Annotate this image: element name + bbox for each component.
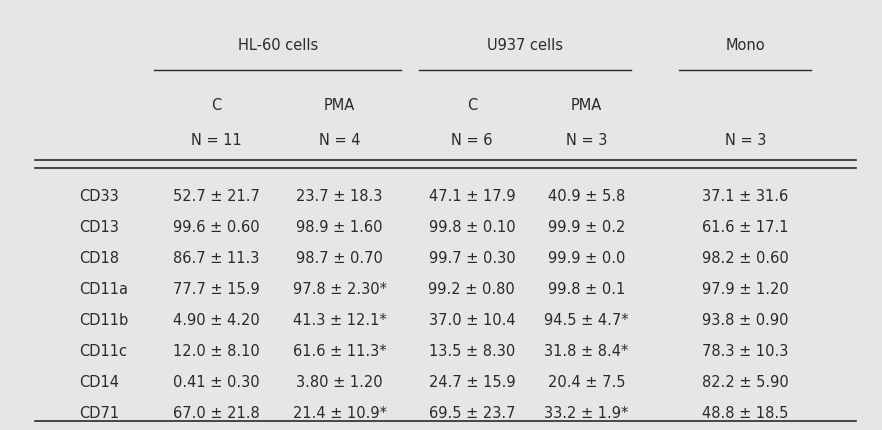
Text: Mono: Mono xyxy=(726,38,765,52)
Text: 97.8 ± 2.30*: 97.8 ± 2.30* xyxy=(293,281,386,296)
Text: 99.9 ± 0.2: 99.9 ± 0.2 xyxy=(548,219,625,234)
Text: CD11c: CD11c xyxy=(79,343,127,358)
Text: 21.4 ± 10.9*: 21.4 ± 10.9* xyxy=(293,405,386,420)
Text: 33.2 ± 1.9*: 33.2 ± 1.9* xyxy=(544,405,629,420)
Text: N = 11: N = 11 xyxy=(191,132,242,147)
Text: 41.3 ± 12.1*: 41.3 ± 12.1* xyxy=(293,312,386,327)
Text: 37.1 ± 31.6: 37.1 ± 31.6 xyxy=(702,188,789,203)
Text: 13.5 ± 8.30: 13.5 ± 8.30 xyxy=(429,343,515,358)
Text: 99.8 ± 0.10: 99.8 ± 0.10 xyxy=(429,219,515,234)
Text: 52.7 ± 21.7: 52.7 ± 21.7 xyxy=(173,188,259,203)
Text: 24.7 ± 15.9: 24.7 ± 15.9 xyxy=(429,374,515,389)
Text: 12.0 ± 8.10: 12.0 ± 8.10 xyxy=(173,343,259,358)
Text: 94.5 ± 4.7*: 94.5 ± 4.7* xyxy=(544,312,629,327)
Text: 86.7 ± 11.3: 86.7 ± 11.3 xyxy=(173,250,259,265)
Text: CD33: CD33 xyxy=(79,188,119,203)
Text: 48.8 ± 18.5: 48.8 ± 18.5 xyxy=(702,405,789,420)
Text: PMA: PMA xyxy=(324,98,355,113)
Text: CD14: CD14 xyxy=(79,374,119,389)
Text: 67.0 ± 21.8: 67.0 ± 21.8 xyxy=(173,405,259,420)
Text: HL-60 cells: HL-60 cells xyxy=(238,38,318,52)
Text: 69.5 ± 23.7: 69.5 ± 23.7 xyxy=(429,405,515,420)
Text: C: C xyxy=(467,98,477,113)
Text: 99.8 ± 0.1: 99.8 ± 0.1 xyxy=(548,281,625,296)
Text: N = 6: N = 6 xyxy=(451,132,493,147)
Text: 99.9 ± 0.0: 99.9 ± 0.0 xyxy=(548,250,625,265)
Text: 0.41 ± 0.30: 0.41 ± 0.30 xyxy=(173,374,259,389)
Text: N = 3: N = 3 xyxy=(725,132,766,147)
Text: 77.7 ± 15.9: 77.7 ± 15.9 xyxy=(173,281,259,296)
Text: 23.7 ± 18.3: 23.7 ± 18.3 xyxy=(296,188,383,203)
Text: 99.7 ± 0.30: 99.7 ± 0.30 xyxy=(429,250,515,265)
Text: 99.2 ± 0.80: 99.2 ± 0.80 xyxy=(429,281,515,296)
Text: CD11a: CD11a xyxy=(79,281,129,296)
Text: 20.4 ± 7.5: 20.4 ± 7.5 xyxy=(548,374,625,389)
Text: 4.90 ± 4.20: 4.90 ± 4.20 xyxy=(173,312,259,327)
Text: 37.0 ± 10.4: 37.0 ± 10.4 xyxy=(429,312,515,327)
Text: PMA: PMA xyxy=(571,98,602,113)
Text: 78.3 ± 10.3: 78.3 ± 10.3 xyxy=(702,343,789,358)
Text: 98.7 ± 0.70: 98.7 ± 0.70 xyxy=(296,250,383,265)
Text: 98.9 ± 1.60: 98.9 ± 1.60 xyxy=(296,219,383,234)
Text: N = 4: N = 4 xyxy=(318,132,361,147)
Text: 31.8 ± 8.4*: 31.8 ± 8.4* xyxy=(544,343,629,358)
Text: 99.6 ± 0.60: 99.6 ± 0.60 xyxy=(173,219,259,234)
Text: 61.6 ± 11.3*: 61.6 ± 11.3* xyxy=(293,343,386,358)
Text: N = 3: N = 3 xyxy=(566,132,607,147)
Text: CD18: CD18 xyxy=(79,250,119,265)
Text: CD71: CD71 xyxy=(79,405,119,420)
Text: 98.2 ± 0.60: 98.2 ± 0.60 xyxy=(702,250,789,265)
Text: CD13: CD13 xyxy=(79,219,119,234)
Text: 97.9 ± 1.20: 97.9 ± 1.20 xyxy=(702,281,789,296)
Text: 3.80 ± 1.20: 3.80 ± 1.20 xyxy=(296,374,383,389)
Text: 82.2 ± 5.90: 82.2 ± 5.90 xyxy=(702,374,789,389)
Text: CD11b: CD11b xyxy=(79,312,129,327)
Text: 40.9 ± 5.8: 40.9 ± 5.8 xyxy=(548,188,625,203)
Text: 47.1 ± 17.9: 47.1 ± 17.9 xyxy=(429,188,515,203)
Text: 93.8 ± 0.90: 93.8 ± 0.90 xyxy=(702,312,789,327)
Text: C: C xyxy=(211,98,221,113)
Text: U937 cells: U937 cells xyxy=(487,38,563,52)
Text: 61.6 ± 17.1: 61.6 ± 17.1 xyxy=(702,219,789,234)
